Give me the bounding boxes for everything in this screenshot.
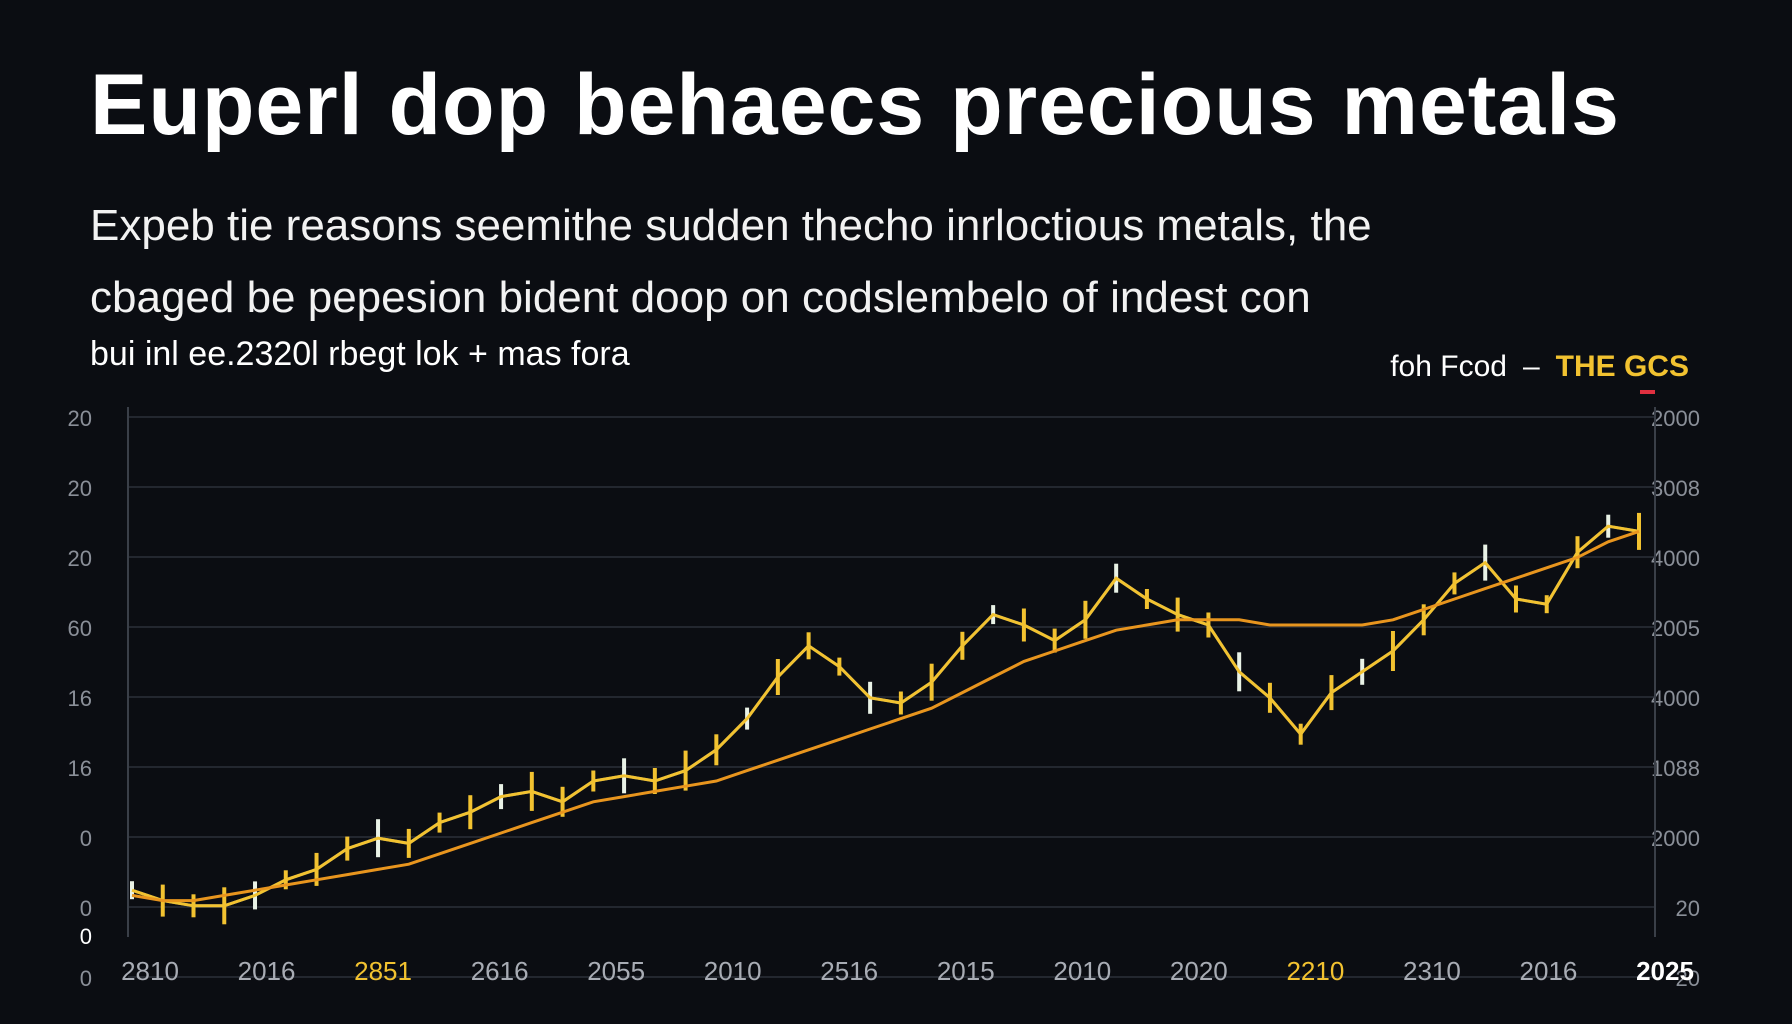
series-line-THE GCS xyxy=(131,529,1640,903)
legend-label-1: foh Fcod xyxy=(1390,350,1507,383)
y-tick-label-right: 2000 xyxy=(1651,406,1700,431)
y-tick-label-right: 1088 xyxy=(1651,756,1700,781)
y-tick-label-left: 60 xyxy=(68,616,92,641)
series-glow-line xyxy=(131,524,1640,908)
y-tick-label-left: 0 xyxy=(80,896,92,921)
x-tick-label: 2516 xyxy=(820,956,878,986)
x-tick-label: 2010 xyxy=(704,956,762,986)
x-tick-label: 2015 xyxy=(937,956,995,986)
y-tick-label-right: 2000 xyxy=(1651,826,1700,851)
x-tick-label: 2016 xyxy=(238,956,296,986)
y-tick-label-right: 20 xyxy=(1676,966,1700,991)
x-tick-label: 2020 xyxy=(1170,956,1228,986)
legend: foh Fcod – THE GCS xyxy=(1390,350,1689,384)
y-tick-label-right: 20 xyxy=(1676,896,1700,921)
x-tick-label: 2310 xyxy=(1403,956,1461,986)
chart-subtitle: Expeb tie reasons seemithe sudden thecho… xyxy=(90,190,1690,334)
chart-title: Euperl dop behaecs precious metals xyxy=(90,57,1620,153)
y-tick-label-left: 20 xyxy=(68,406,92,431)
y-tick-label-left: 0 xyxy=(80,966,92,991)
y-tick-label-left: 20 xyxy=(68,546,92,571)
y-tick-label-left: 20 xyxy=(68,476,92,501)
x-tick-label: 2010 xyxy=(1053,956,1111,986)
x-tick-label: 2210 xyxy=(1286,956,1344,986)
y-tick-label-right: 2005 xyxy=(1651,616,1700,641)
series-line-foh Fcod xyxy=(131,524,1640,908)
x-tick-label: 2055 xyxy=(587,956,645,986)
y-axis-origin-label: 0 xyxy=(80,924,92,949)
subtitle-line-1: Expeb tie reasons seemithe sudden thecho… xyxy=(90,201,1372,250)
y-tick-label-left: 16 xyxy=(68,756,92,781)
y-tick-label-right: 3008 xyxy=(1651,476,1700,501)
chart-meta-line: bui inl ee.2320l rbegt lok + mas fora xyxy=(90,335,630,373)
x-tick-label: 2810 xyxy=(121,956,179,986)
x-tick-label: 2616 xyxy=(471,956,529,986)
y-tick-label-left: 0 xyxy=(80,826,92,851)
y-tick-label-left: 16 xyxy=(68,686,92,711)
subtitle-line-2: cbaged be pepesion bident doop on codsle… xyxy=(90,273,1311,322)
legend-label-2: THE GCS xyxy=(1555,350,1689,383)
legend-separator: – xyxy=(1522,350,1540,383)
x-tick-label: 2016 xyxy=(1520,956,1578,986)
x-tick-label: 2851 xyxy=(354,956,412,986)
y-tick-label-right: 4000 xyxy=(1651,686,1700,711)
x-tick-label: 2025 xyxy=(1636,956,1694,986)
y-tick-label-right: 4000 xyxy=(1651,546,1700,571)
